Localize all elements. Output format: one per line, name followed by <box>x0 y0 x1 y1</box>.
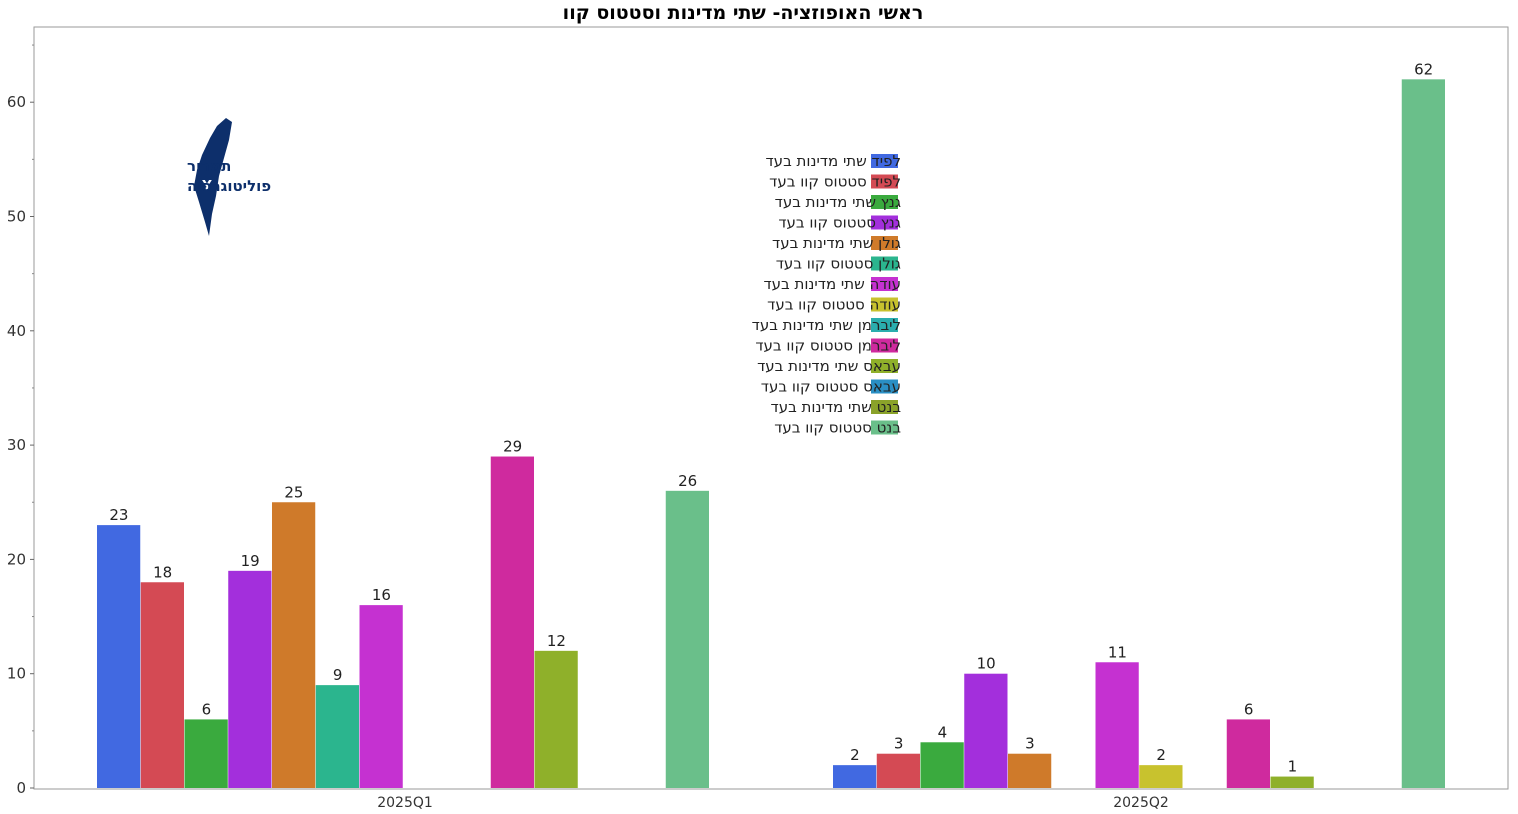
bar <box>1270 776 1314 788</box>
legend-label: לפיד סטטוס קוו בעד <box>769 173 901 191</box>
data-label: 10 <box>977 655 996 673</box>
legend-swatch <box>871 338 898 353</box>
legend: לפיד שתי מדינות בעד לפיד סטטוס קוו בעד גנץ… <box>752 152 902 437</box>
legend-swatch <box>871 297 898 312</box>
y-tick-label: 0 <box>16 779 26 797</box>
legend-swatch <box>871 195 898 209</box>
bar <box>315 685 359 788</box>
x-category-label: 2025Q1 <box>377 795 433 811</box>
legend-label: בנט סטטוס קוו בעד <box>774 419 901 437</box>
bar <box>97 525 141 788</box>
y-tick-label: 20 <box>7 550 26 568</box>
data-label: 19 <box>241 552 260 570</box>
bar <box>1401 79 1445 789</box>
legend-swatch <box>871 420 898 435</box>
y-axis: 0 10 20 30 40 50 60 <box>7 44 34 797</box>
legend-label: עבאס שתי מדינות בעד <box>757 357 901 375</box>
legend-label: ליברמן שתי מדינות בעד <box>752 316 901 334</box>
y-tick-label: 40 <box>7 322 26 340</box>
data-label: 11 <box>1108 643 1127 661</box>
legend-swatch <box>871 174 898 189</box>
bar <box>920 742 964 788</box>
logo-line2: פוליטוגרפיה <box>187 177 271 195</box>
legend-label: בנט שתי מדינות בעד <box>771 398 902 416</box>
logo-symbol: Y <box>201 179 212 194</box>
bar <box>964 673 1008 788</box>
legend-swatch <box>871 154 898 168</box>
legend-swatch <box>871 400 898 414</box>
legend-swatch <box>871 277 898 291</box>
legend-swatch <box>871 379 898 394</box>
bar <box>272 502 316 788</box>
data-label: 18 <box>153 563 172 581</box>
legend-label: גנץ סטטוס קוו בעד <box>778 214 901 232</box>
data-label: 23 <box>109 506 128 524</box>
bar <box>534 650 578 788</box>
data-label: 3 <box>894 735 904 753</box>
legend-label: ליברמן סטטוס קוו בעד <box>755 337 901 355</box>
bar <box>490 456 534 788</box>
bar <box>833 765 877 788</box>
data-label: 12 <box>547 632 566 650</box>
data-label: 29 <box>503 438 522 456</box>
bar <box>1226 719 1270 788</box>
data-label: 25 <box>284 483 303 501</box>
y-tick-label: 50 <box>7 208 26 226</box>
data-label: 9 <box>333 666 343 684</box>
israel-map-icon <box>194 118 232 236</box>
data-label: 4 <box>938 723 948 741</box>
data-label: 1 <box>1288 758 1298 776</box>
legend-label: גולן שתי מדינות בעד <box>772 234 901 252</box>
logo: Y תמרור פוליטוגרפיה <box>187 118 271 236</box>
legend-label: עודה שתי מדינות בעד <box>763 275 901 293</box>
bar <box>876 753 920 788</box>
data-label: 16 <box>372 586 391 604</box>
data-label: 3 <box>1025 735 1035 753</box>
x-axis: 2025Q1 2025Q2 <box>377 795 1169 811</box>
legend-swatch <box>871 215 898 230</box>
data-label: 26 <box>678 472 697 490</box>
legend-label: עודה סטטוס קוו בעד <box>767 296 901 314</box>
data-label: 62 <box>1414 60 1433 78</box>
bar <box>665 490 709 788</box>
data-label: 6 <box>202 700 212 718</box>
bar <box>1095 662 1139 788</box>
bar <box>359 605 403 788</box>
legend-label: עבאס סטטוס קוו בעד <box>761 378 901 396</box>
data-label: 2 <box>850 746 860 764</box>
legend-label: גולן סטטוס קוו בעד <box>776 255 901 273</box>
bar <box>140 582 184 788</box>
data-label: 6 <box>1244 700 1254 718</box>
y-tick-label: 60 <box>7 93 26 111</box>
chart-title: ראשי האופוזציה- שתי מדינות וסטטוס קוו <box>562 2 924 24</box>
y-tick-label: 10 <box>7 665 26 683</box>
bar <box>184 719 228 788</box>
legend-swatch <box>871 318 898 332</box>
plot-area-frame <box>33 26 1509 790</box>
legend-swatch <box>871 236 898 250</box>
y-tick-label: 30 <box>7 436 26 454</box>
legend-swatch <box>871 359 898 373</box>
legend-label: לפיד שתי מדינות בעד <box>765 152 901 170</box>
bar <box>228 570 272 788</box>
legend-label: גנץ שתי מדינות בעד <box>775 193 901 211</box>
data-label: 2 <box>1156 746 1166 764</box>
x-category-label: 2025Q2 <box>1113 795 1169 811</box>
bar <box>1139 765 1183 788</box>
legend-swatch <box>871 256 898 271</box>
bar <box>1008 753 1052 788</box>
logo-line1: תמרור <box>187 157 231 175</box>
